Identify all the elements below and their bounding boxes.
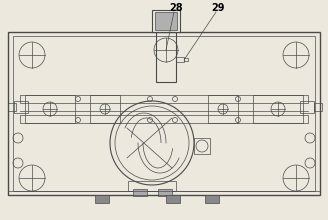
Bar — [314, 103, 322, 111]
Text: 29: 29 — [211, 3, 225, 13]
Bar — [8, 103, 16, 111]
Bar — [14, 101, 28, 113]
Text: 28: 28 — [169, 3, 183, 13]
Bar — [194, 138, 210, 154]
Bar — [253, 95, 303, 123]
Bar — [156, 32, 176, 82]
Bar — [205, 195, 219, 203]
Bar — [176, 57, 184, 62]
Bar — [133, 189, 147, 196]
Bar — [166, 195, 180, 203]
Bar — [20, 115, 308, 123]
Bar — [155, 12, 177, 30]
Bar — [208, 95, 238, 123]
Bar — [20, 95, 308, 103]
Bar — [8, 32, 320, 195]
Bar — [128, 181, 176, 191]
Bar — [158, 189, 172, 196]
Bar — [300, 101, 314, 113]
Bar — [95, 195, 109, 203]
Bar — [152, 10, 180, 32]
Bar — [8, 191, 320, 195]
Bar — [13, 36, 315, 191]
Bar — [25, 95, 75, 123]
Bar — [184, 58, 188, 61]
Bar — [90, 95, 120, 123]
